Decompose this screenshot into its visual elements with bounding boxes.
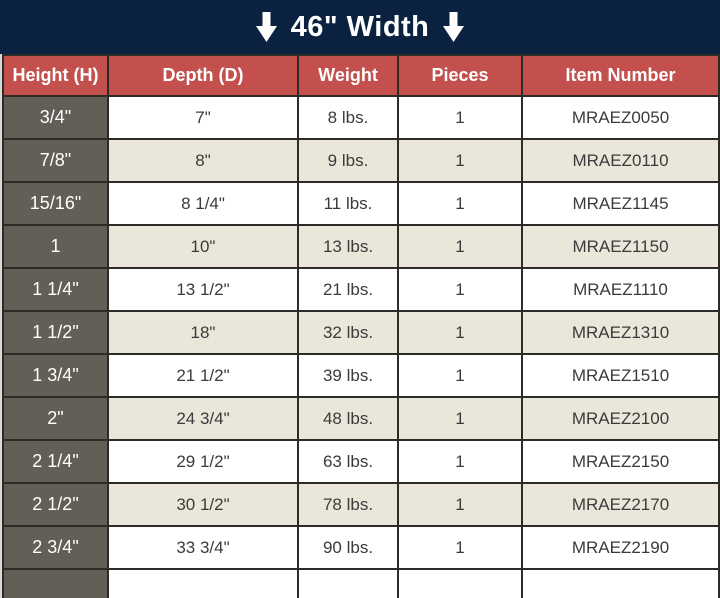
down-arrow-icon [443, 12, 465, 42]
pieces-cell: 1 [397, 525, 523, 570]
depth-cell: 13 1/2" [107, 267, 299, 312]
depth-cell: 30 1/2" [107, 482, 299, 527]
table-row: 3/4" 7" 8 lbs. 1 MRAEZ0050 [2, 95, 720, 140]
pieces-cell: 1 [397, 95, 523, 140]
height-cell: 7/8" [2, 138, 109, 183]
table-row: 2 1/4" 29 1/2" 63 lbs. 1 MRAEZ2150 [2, 439, 720, 484]
height-cell: 2 1/4" [2, 439, 109, 484]
depth-cell: 29 1/2" [107, 439, 299, 484]
item-number-cell: MRAEZ1150 [521, 224, 720, 269]
pieces-cell: 1 [397, 482, 523, 527]
depth-cell: 18" [107, 310, 299, 355]
height-cell [2, 568, 109, 598]
depth-cell: 7" [107, 95, 299, 140]
depth-cell [107, 568, 299, 598]
height-cell: 1 [2, 224, 109, 269]
height-cell: 3/4" [2, 95, 109, 140]
table-row: 2" 24 3/4" 48 lbs. 1 MRAEZ2100 [2, 396, 720, 441]
table-row: 2 1/2" 30 1/2" 78 lbs. 1 MRAEZ2170 [2, 482, 720, 527]
width-banner: 46" Width [0, 0, 720, 54]
pieces-cell: 1 [397, 267, 523, 312]
height-cell: 2 1/2" [2, 482, 109, 527]
pieces-cell: 1 [397, 396, 523, 441]
pieces-cell: 1 [397, 439, 523, 484]
item-number-cell: MRAEZ1510 [521, 353, 720, 398]
pieces-cell: 1 [397, 138, 523, 183]
weight-cell: 90 lbs. [297, 525, 399, 570]
item-number-cell: MRAEZ0110 [521, 138, 720, 183]
depth-cell: 10" [107, 224, 299, 269]
table-row: 2 3/4" 33 3/4" 90 lbs. 1 MRAEZ2190 [2, 525, 720, 570]
col-header-item-number: Item Number [521, 54, 720, 97]
depth-cell: 24 3/4" [107, 396, 299, 441]
depth-cell: 8" [107, 138, 299, 183]
banner-title: 46" Width [290, 10, 430, 43]
depth-cell: 21 1/2" [107, 353, 299, 398]
height-cell: 1 3/4" [2, 353, 109, 398]
table-row: 7/8" 8" 9 lbs. 1 MRAEZ0110 [2, 138, 720, 183]
col-header-depth: Depth (D) [107, 54, 299, 97]
down-arrow-icon [255, 12, 277, 42]
table-row: 1 1/2" 18" 32 lbs. 1 MRAEZ1310 [2, 310, 720, 355]
pieces-cell: 1 [397, 310, 523, 355]
weight-cell: 63 lbs. [297, 439, 399, 484]
weight-cell [297, 568, 399, 598]
weight-cell: 21 lbs. [297, 267, 399, 312]
item-number-cell [521, 568, 720, 598]
weight-cell: 39 lbs. [297, 353, 399, 398]
weight-cell: 32 lbs. [297, 310, 399, 355]
pieces-cell: 1 [397, 181, 523, 226]
item-number-cell: MRAEZ2170 [521, 482, 720, 527]
weight-cell: 13 lbs. [297, 224, 399, 269]
depth-cell: 33 3/4" [107, 525, 299, 570]
pieces-cell: 1 [397, 224, 523, 269]
header-row: Height (H) Depth (D) Weight Pieces Item … [2, 54, 720, 97]
col-header-height: Height (H) [2, 54, 109, 97]
height-cell: 1 1/2" [2, 310, 109, 355]
table-row-partial [2, 568, 720, 598]
table-row: 1 1/4" 13 1/2" 21 lbs. 1 MRAEZ1110 [2, 267, 720, 312]
pieces-cell: 1 [397, 353, 523, 398]
item-number-cell: MRAEZ2100 [521, 396, 720, 441]
table-row: 1 10" 13 lbs. 1 MRAEZ1150 [2, 224, 720, 269]
item-number-cell: MRAEZ1110 [521, 267, 720, 312]
weight-cell: 8 lbs. [297, 95, 399, 140]
table-row: 15/16" 8 1/4" 11 lbs. 1 MRAEZ1145 [2, 181, 720, 226]
depth-cell: 8 1/4" [107, 181, 299, 226]
height-cell: 2 3/4" [2, 525, 109, 570]
height-cell: 1 1/4" [2, 267, 109, 312]
spec-table: Height (H) Depth (D) Weight Pieces Item … [2, 54, 720, 598]
item-number-cell: MRAEZ1145 [521, 181, 720, 226]
weight-cell: 11 lbs. [297, 181, 399, 226]
item-number-cell: MRAEZ2190 [521, 525, 720, 570]
height-cell: 2" [2, 396, 109, 441]
table-container: Height (H) Depth (D) Weight Pieces Item … [0, 54, 720, 598]
pieces-cell [397, 568, 523, 598]
weight-cell: 48 lbs. [297, 396, 399, 441]
weight-cell: 78 lbs. [297, 482, 399, 527]
col-header-weight: Weight [297, 54, 399, 97]
item-number-cell: MRAEZ0050 [521, 95, 720, 140]
height-cell: 15/16" [2, 181, 109, 226]
item-number-cell: MRAEZ1310 [521, 310, 720, 355]
col-header-pieces: Pieces [397, 54, 523, 97]
weight-cell: 9 lbs. [297, 138, 399, 183]
item-number-cell: MRAEZ2150 [521, 439, 720, 484]
table-row: 1 3/4" 21 1/2" 39 lbs. 1 MRAEZ1510 [2, 353, 720, 398]
